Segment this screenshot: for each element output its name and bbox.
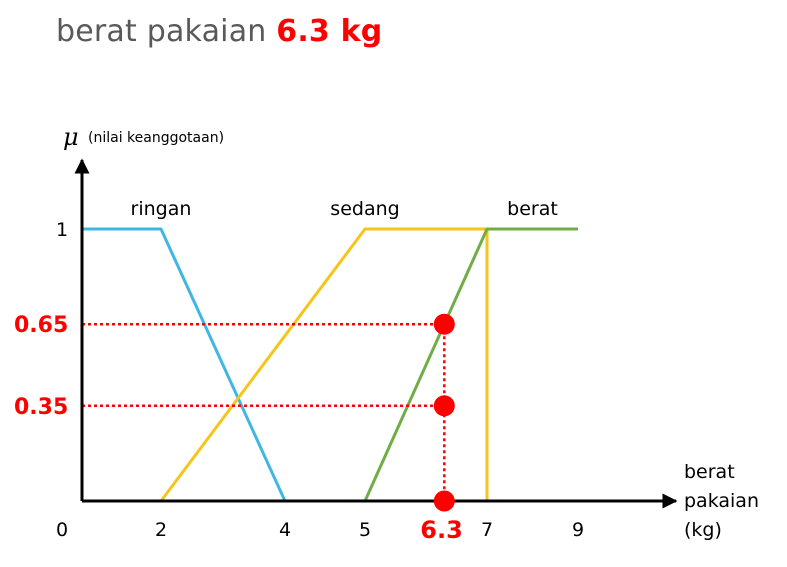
x-tick-label-5: 5 — [359, 519, 371, 541]
title-value: 6.3 kg — [276, 14, 383, 49]
series-line-berat — [363, 227, 578, 502]
series-label-sedang: sedang — [330, 198, 399, 220]
highlight-point-0.65 — [433, 313, 455, 335]
series-label-ringan: ringan — [131, 198, 192, 220]
page-title: berat pakaian 6.3 kg — [56, 14, 382, 49]
highlight-point-axis — [433, 490, 455, 512]
series-line-ringan — [82, 227, 287, 502]
series-line-sedang — [159, 227, 489, 502]
x-tick-label-2: 2 — [155, 519, 167, 541]
x-tick-label-0: 0 — [56, 519, 68, 541]
highlight-y-label-0.65: 0.65 — [14, 313, 68, 338]
highlight-y-label-0.35: 0.35 — [14, 395, 68, 420]
series-label-berat: berat — [507, 198, 558, 220]
highlight-x-label: 6.3 — [420, 516, 463, 544]
y-axis-label: (nilai keanggotaan) — [88, 130, 224, 146]
x-tick-label-4: 4 — [279, 519, 291, 541]
title-prefix: berat pakaian — [56, 14, 267, 49]
x-tick-label-9: 9 — [572, 519, 584, 541]
x-axis-label-line-2: pakaian — [684, 490, 759, 512]
x-axis-label-line-3: (kg) — [684, 519, 722, 541]
y-axis-symbol: μ — [63, 123, 79, 151]
highlight-point-0.35 — [433, 395, 455, 417]
x-axis-label-line-1: berat — [684, 461, 735, 483]
y-tick-label-1: 1 — [56, 219, 68, 241]
x-tick-label-7: 7 — [481, 519, 493, 541]
